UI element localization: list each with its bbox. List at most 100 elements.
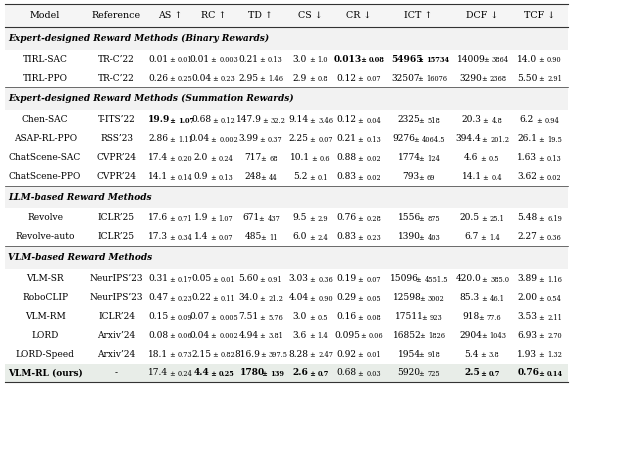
Text: Arxiv’24: Arxiv’24 <box>97 331 136 340</box>
Text: 6.7: 6.7 <box>464 232 478 241</box>
Text: 15096: 15096 <box>390 274 419 283</box>
Text: 0.29: 0.29 <box>337 293 356 302</box>
Text: ±: ± <box>211 295 219 303</box>
Text: 18.1: 18.1 <box>148 350 168 359</box>
Text: ±: ± <box>356 276 364 284</box>
Text: ±: ± <box>416 56 424 64</box>
Text: 0.73: 0.73 <box>178 351 193 359</box>
Text: 0.68: 0.68 <box>337 368 356 377</box>
Text: 385.0: 385.0 <box>490 276 509 284</box>
Text: Revolve: Revolve <box>27 213 63 222</box>
Text: 0.07: 0.07 <box>189 312 209 321</box>
Text: VLM-based Reward Methods: VLM-based Reward Methods <box>8 253 152 262</box>
Text: ±: ± <box>308 75 316 83</box>
Text: ±: ± <box>209 332 217 341</box>
Text: 0.01: 0.01 <box>148 55 168 64</box>
Text: 0.36: 0.36 <box>318 276 333 284</box>
Text: ±: ± <box>168 75 175 83</box>
Text: 875: 875 <box>428 215 440 223</box>
Text: 16852: 16852 <box>393 331 422 340</box>
Text: 5.4: 5.4 <box>464 350 479 359</box>
Text: 1.07: 1.07 <box>178 117 194 125</box>
Text: 0.13: 0.13 <box>547 155 562 163</box>
Text: 2.6: 2.6 <box>293 368 308 377</box>
Text: ±: ± <box>537 332 545 341</box>
Text: ±: ± <box>418 295 426 303</box>
Text: 0.02: 0.02 <box>366 155 381 163</box>
Text: 0.28: 0.28 <box>366 215 381 223</box>
Text: ±: ± <box>356 117 364 125</box>
Text: ±: ± <box>260 370 268 378</box>
Text: ±: ± <box>417 370 425 378</box>
Text: 6.19: 6.19 <box>547 215 562 223</box>
Text: 6.2: 6.2 <box>520 115 534 124</box>
Text: ICLR’24: ICLR’24 <box>98 312 135 321</box>
Text: 725: 725 <box>428 370 440 378</box>
Text: ±: ± <box>211 351 219 359</box>
Text: 1.93: 1.93 <box>517 350 538 359</box>
Text: 9.5: 9.5 <box>293 213 307 222</box>
Text: ±: ± <box>258 136 266 144</box>
Text: 0.6: 0.6 <box>320 155 331 163</box>
Text: 518: 518 <box>428 117 440 125</box>
Text: 0.12: 0.12 <box>337 74 356 83</box>
Text: NeurIPS’23: NeurIPS’23 <box>90 293 143 302</box>
Text: 0.4: 0.4 <box>492 174 502 182</box>
Text: 2.95: 2.95 <box>238 74 259 83</box>
Text: 0.06: 0.06 <box>178 332 193 341</box>
Text: 1.07: 1.07 <box>218 215 233 223</box>
Text: ±: ± <box>168 370 175 378</box>
Text: Arxiv’24: Arxiv’24 <box>97 350 136 359</box>
Text: ±: ± <box>534 117 542 125</box>
Text: 201.2: 201.2 <box>490 136 509 144</box>
Text: 0.04: 0.04 <box>366 117 381 125</box>
Text: 19.5: 19.5 <box>547 136 562 144</box>
Text: 32.2: 32.2 <box>271 117 285 125</box>
Text: 0.02: 0.02 <box>547 174 562 182</box>
Text: 3.8: 3.8 <box>489 351 499 359</box>
Text: 0.17: 0.17 <box>178 276 193 284</box>
Text: Chen-SAC: Chen-SAC <box>22 115 68 124</box>
Text: 0.91: 0.91 <box>268 276 283 284</box>
Text: 420.0: 420.0 <box>456 274 481 283</box>
Text: ±: ± <box>259 234 267 242</box>
Text: 3.89: 3.89 <box>517 274 538 283</box>
Text: 68: 68 <box>269 155 278 163</box>
Text: ±: ± <box>209 56 217 64</box>
Text: ChatScene-PPO: ChatScene-PPO <box>9 172 81 181</box>
Text: ±: ± <box>308 215 316 223</box>
Text: 14009: 14009 <box>457 55 486 64</box>
Text: 0.002: 0.002 <box>219 136 238 144</box>
Text: 397.5: 397.5 <box>269 351 288 359</box>
Text: 12598: 12598 <box>393 293 422 302</box>
Text: ±: ± <box>168 332 175 341</box>
Text: 5.50: 5.50 <box>517 74 538 83</box>
Text: ±: ± <box>537 136 545 144</box>
Text: ±: ± <box>356 75 364 83</box>
Text: ICT ↑: ICT ↑ <box>404 11 432 20</box>
Text: 3.81: 3.81 <box>268 332 283 341</box>
Text: 54965: 54965 <box>392 55 423 64</box>
Text: ±: ± <box>356 351 364 359</box>
Text: ±: ± <box>479 234 486 242</box>
Text: 0.15: 0.15 <box>148 312 168 321</box>
Text: ±: ± <box>537 370 545 378</box>
Text: 7.51: 7.51 <box>238 312 259 321</box>
Bar <box>5 186 568 208</box>
Text: 3.0: 3.0 <box>293 55 307 64</box>
Text: 0.23: 0.23 <box>178 295 193 303</box>
Text: NeurIPS’23: NeurIPS’23 <box>90 274 143 283</box>
Text: 1556: 1556 <box>397 213 420 222</box>
Text: ±: ± <box>417 174 424 182</box>
Text: RSS’23: RSS’23 <box>100 134 133 143</box>
Text: 26.1: 26.1 <box>517 134 538 143</box>
Text: 0.11: 0.11 <box>221 295 236 303</box>
Text: Model: Model <box>30 11 60 20</box>
Text: 69: 69 <box>427 174 435 182</box>
Text: 0.94: 0.94 <box>545 117 559 125</box>
Text: ±: ± <box>168 234 175 242</box>
Text: ChatScene-SAC: ChatScene-SAC <box>9 153 81 162</box>
Text: 0.92: 0.92 <box>337 350 356 359</box>
Text: DCF ↓: DCF ↓ <box>466 11 498 20</box>
Text: 20.3: 20.3 <box>461 115 481 124</box>
